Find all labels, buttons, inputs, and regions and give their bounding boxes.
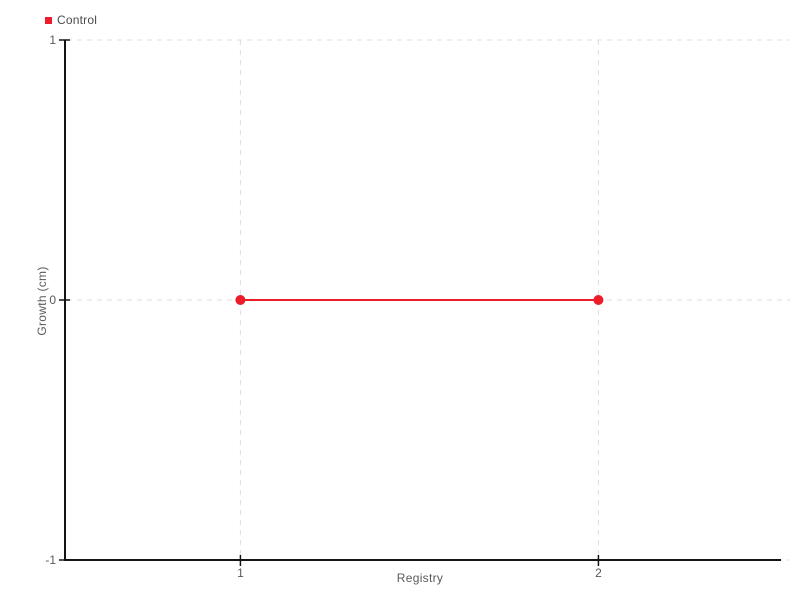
- y-tick-label: -1: [45, 553, 56, 567]
- legend-label: Control: [57, 13, 98, 27]
- x-tick-label: 2: [595, 566, 602, 580]
- legend-item-control[interactable]: Control: [45, 13, 97, 27]
- x-tick-label: 1: [237, 566, 244, 580]
- y-tick-label: 0: [49, 293, 56, 307]
- legend-swatch-icon: [45, 16, 52, 24]
- data-point-control[interactable]: [593, 295, 604, 305]
- y-tick-label: 1: [49, 33, 56, 47]
- data-point-control[interactable]: [235, 295, 246, 305]
- y-axis-title: Growth (cm): [35, 266, 49, 336]
- x-axis-title: Registry: [396, 571, 444, 585]
